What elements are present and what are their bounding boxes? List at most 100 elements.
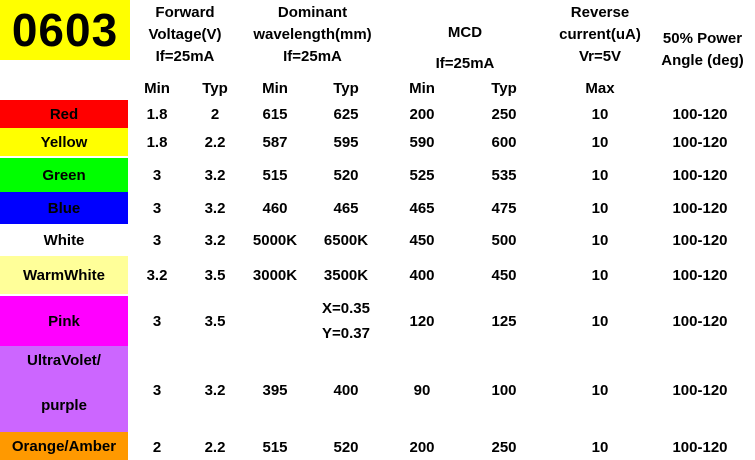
v-min: 3 xyxy=(152,167,162,184)
v-typ: 2.2 xyxy=(204,439,226,456)
m-min: 200 xyxy=(409,439,435,456)
color-name: Blue xyxy=(47,199,81,217)
m-min: 450 xyxy=(409,232,435,249)
color-swatch-orange: Orange/Amber xyxy=(0,432,128,460)
color-name: Red xyxy=(49,105,79,123)
color-name: Yellow xyxy=(40,133,88,151)
rev-max: 10 xyxy=(591,267,609,284)
m-typ: 475 xyxy=(491,200,517,217)
v-typ: 3.2 xyxy=(204,200,226,217)
angle: 100-120 xyxy=(672,167,728,184)
m-min: 200 xyxy=(409,106,435,123)
w-typ: 6500K xyxy=(323,232,369,249)
header-forward-line3: If=25mA xyxy=(155,48,215,65)
header-reverse-line2: current(uA) xyxy=(559,26,641,43)
rev-max: 10 xyxy=(591,106,609,123)
color-swatch-green: Green xyxy=(0,158,128,192)
m-min: 590 xyxy=(409,134,435,151)
subheader-m-typ: Typ xyxy=(491,80,517,97)
v-min: 3 xyxy=(152,232,162,249)
m-min: 400 xyxy=(409,267,435,284)
rev-max: 10 xyxy=(591,313,609,330)
w-typ: 595 xyxy=(333,134,359,151)
color-swatch-pink: Pink xyxy=(0,296,128,346)
w-min: 460 xyxy=(262,200,288,217)
v-typ: 3.2 xyxy=(204,167,226,184)
m-min: 525 xyxy=(409,167,435,184)
angle: 100-120 xyxy=(672,134,728,151)
rev-max: 10 xyxy=(591,232,609,249)
m-typ: 535 xyxy=(491,167,517,184)
v-typ: 3.2 xyxy=(204,232,226,249)
color-swatch-ultraviolet: UltraVolet/ purple xyxy=(0,346,128,432)
w-typ-x: X=0.35 xyxy=(322,300,370,317)
header-forward-line1: Forward xyxy=(155,4,215,21)
w-min: 587 xyxy=(262,134,288,151)
header-dominant-line3: If=25mA xyxy=(283,48,342,65)
w-typ: 400 xyxy=(333,382,359,399)
rev-max: 10 xyxy=(591,200,609,217)
v-min: 3.2 xyxy=(146,267,168,284)
v-min: 3 xyxy=(152,382,162,399)
color-name: WarmWhite xyxy=(23,266,105,284)
m-typ: 600 xyxy=(491,134,517,151)
v-typ: 2 xyxy=(210,106,220,123)
m-typ: 250 xyxy=(491,439,517,456)
color-name-line1: UltraVolet/ xyxy=(27,352,101,369)
color-name: Green xyxy=(42,166,86,184)
m-typ: 100 xyxy=(491,382,517,399)
header-reverse-current: Reverse current(uA) Vr=5V xyxy=(550,2,650,68)
color-swatch-warmwhite: WarmWhite xyxy=(0,256,128,294)
rev-max: 10 xyxy=(591,134,609,151)
header-mcd-line2: If=25mA xyxy=(435,55,495,72)
rev-max: 10 xyxy=(591,382,609,399)
w-min: 395 xyxy=(262,382,288,399)
header-angle-line2: Angle (deg) xyxy=(661,52,744,69)
color-name: White xyxy=(43,231,85,249)
angle: 100-120 xyxy=(672,439,728,456)
w-min: 3000K xyxy=(252,267,298,284)
w-typ: 520 xyxy=(333,167,359,184)
subheader-m-min: Min xyxy=(409,80,435,97)
v-min: 1.8 xyxy=(146,134,168,151)
angle: 100-120 xyxy=(672,106,728,123)
subheader-w-typ: Typ xyxy=(333,80,359,97)
header-reverse-line3: Vr=5V xyxy=(578,48,622,65)
m-typ: 250 xyxy=(491,106,517,123)
subheader-v-typ: Typ xyxy=(202,80,228,97)
m-min: 465 xyxy=(409,200,435,217)
w-typ-y: Y=0.37 xyxy=(322,325,370,342)
subheader-w-min: Min xyxy=(262,80,288,97)
angle: 100-120 xyxy=(672,267,728,284)
color-name: Pink xyxy=(48,312,80,330)
angle: 100-120 xyxy=(672,382,728,399)
color-name: Orange/Amber xyxy=(11,437,117,455)
header-mcd-line1: MCD xyxy=(447,24,483,41)
header-forward-voltage: Forward Voltage(V) If=25mA xyxy=(130,2,240,68)
w-min: 615 xyxy=(262,106,288,123)
w-typ: 3500K xyxy=(323,267,369,284)
w-typ: 625 xyxy=(333,106,359,123)
subheader-rev-max: Max xyxy=(585,80,615,97)
v-min: 2 xyxy=(152,439,162,456)
w-min: 5000K xyxy=(252,232,298,249)
m-min: 90 xyxy=(413,382,431,399)
m-typ: 500 xyxy=(491,232,517,249)
v-min: 3 xyxy=(152,200,162,217)
m-typ: 125 xyxy=(491,313,517,330)
rev-max: 10 xyxy=(591,167,609,184)
color-swatch-red: Red xyxy=(0,100,128,128)
header-mcd: MCD If=25mA xyxy=(400,13,530,75)
m-typ: 450 xyxy=(491,267,517,284)
subheader-v-min: Min xyxy=(144,80,170,97)
header-dominant-wavelength: Dominant wavelength(mm) If=25mA xyxy=(245,2,380,68)
v-typ: 3.2 xyxy=(204,382,226,399)
m-min: 120 xyxy=(409,313,435,330)
color-swatch-blue: Blue xyxy=(0,192,128,224)
angle: 100-120 xyxy=(672,232,728,249)
color-name-line2: purple xyxy=(41,397,87,414)
header-forward-line2: Voltage(V) xyxy=(148,26,222,43)
v-min: 1.8 xyxy=(146,106,168,123)
v-typ: 3.5 xyxy=(204,313,226,330)
v-typ: 2.2 xyxy=(204,134,226,151)
